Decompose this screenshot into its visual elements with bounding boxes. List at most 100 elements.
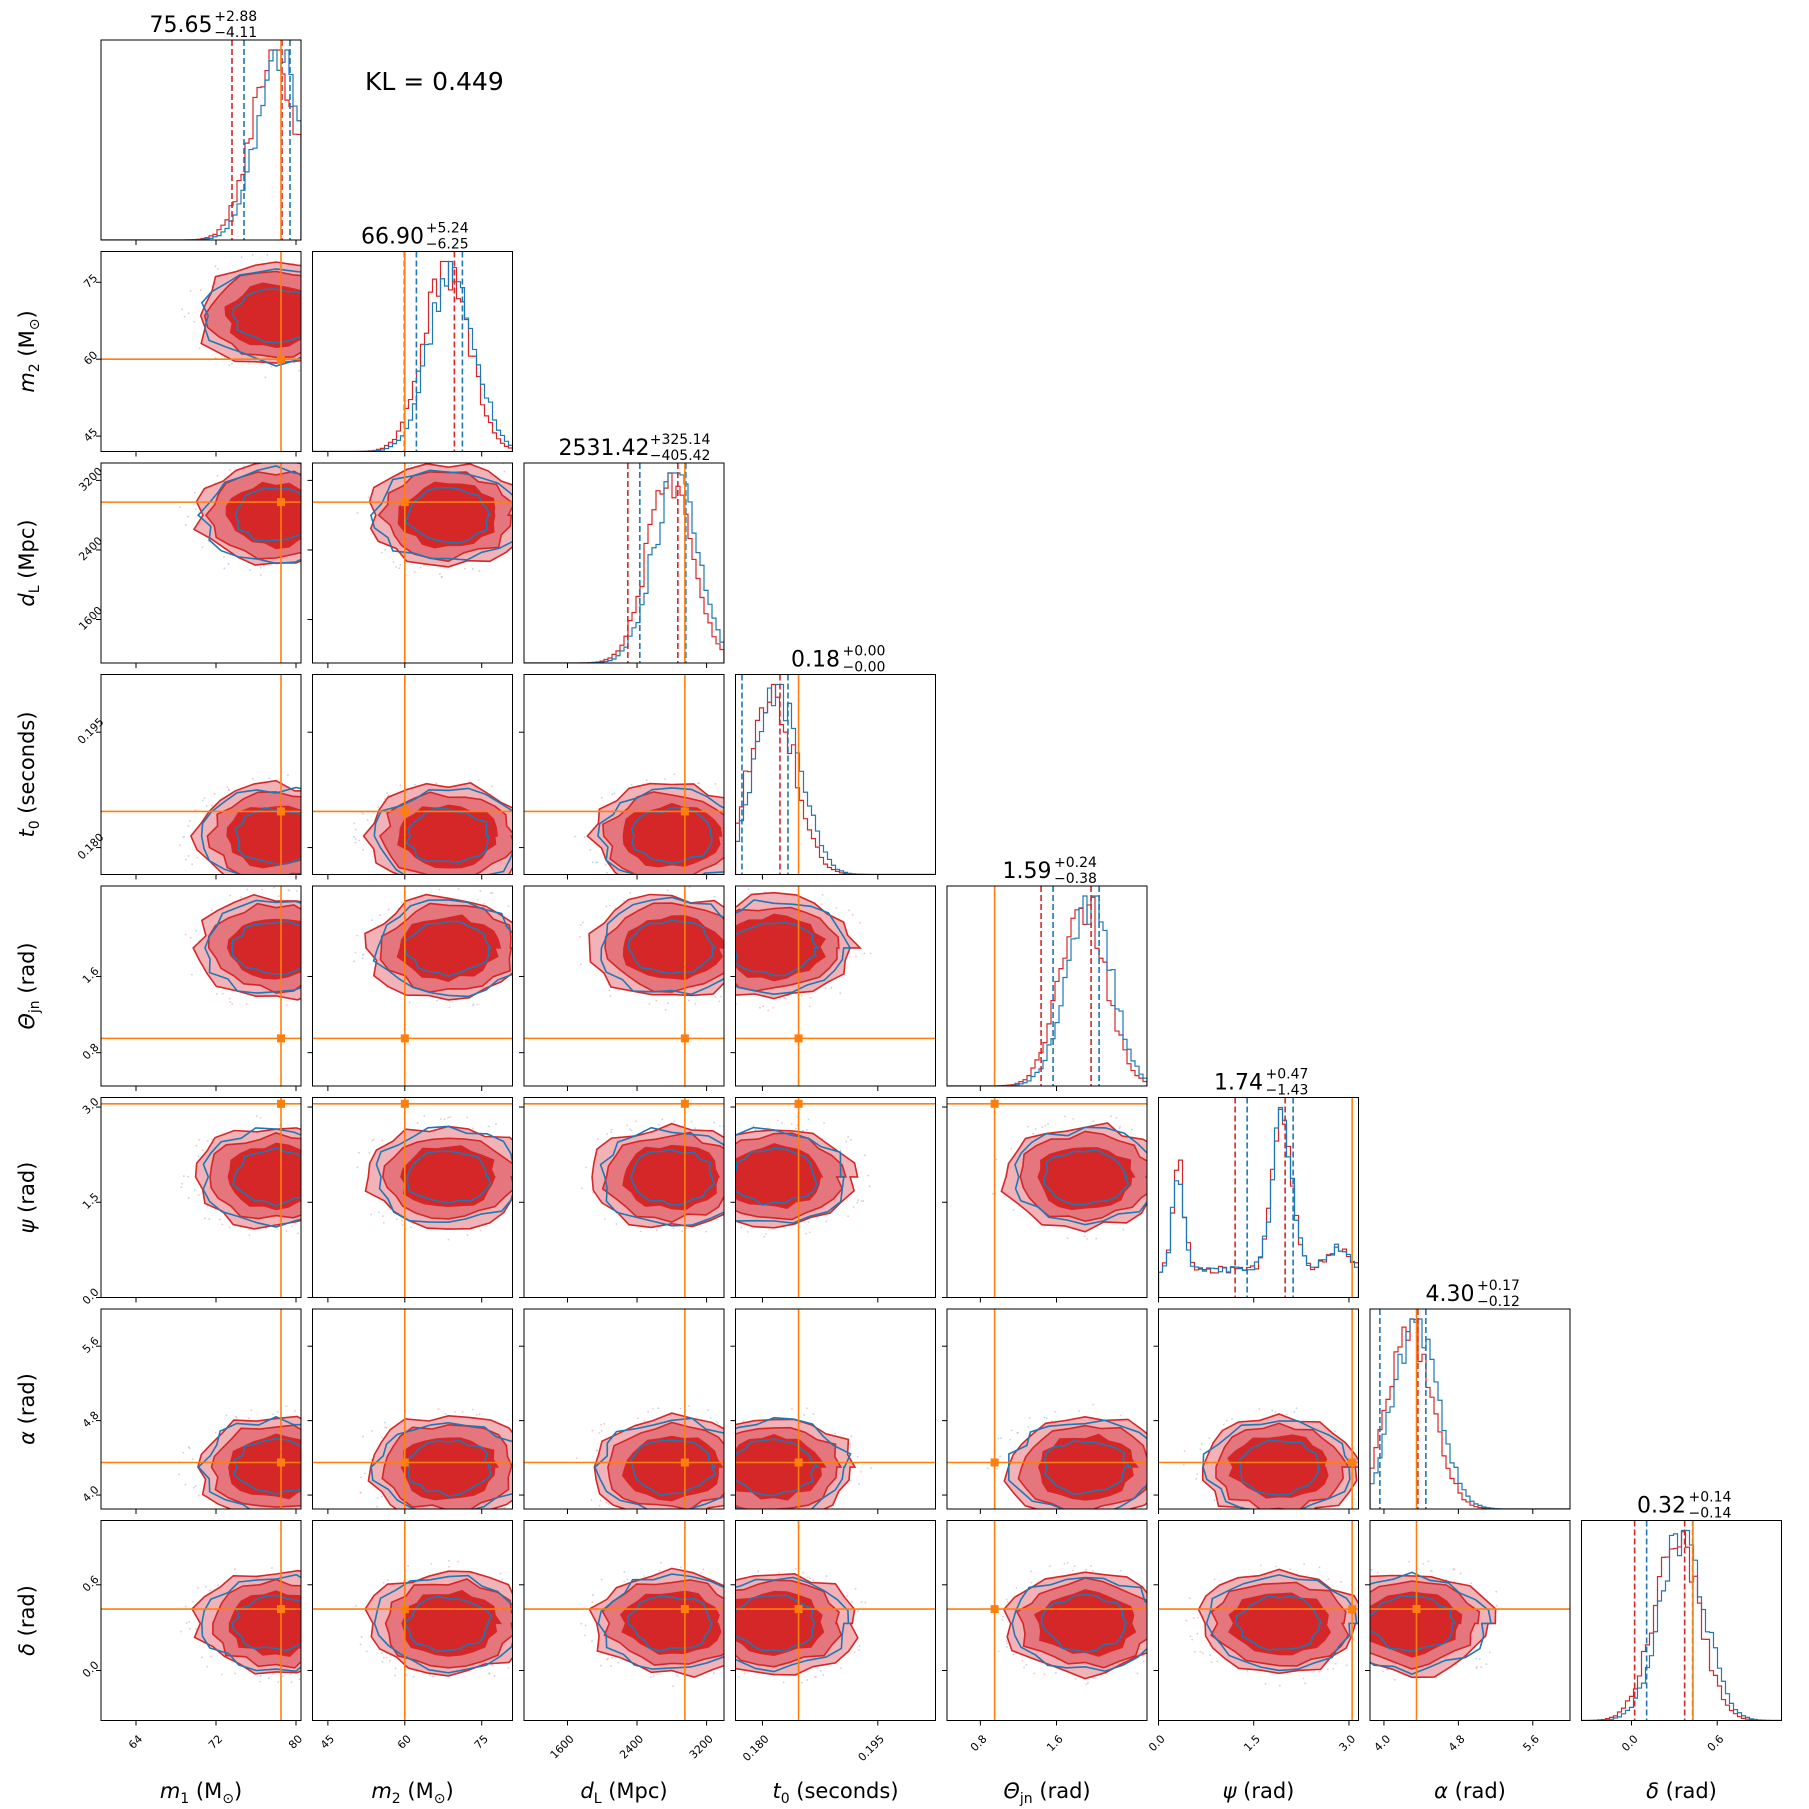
scatter-point [1332, 1667, 1335, 1670]
scatter-point [809, 1577, 811, 1580]
scatter-point [727, 1659, 729, 1661]
scatter-point [208, 1218, 211, 1220]
scatter-point [1170, 1175, 1172, 1177]
scatter-point [353, 960, 356, 963]
scatter-point [520, 858, 522, 860]
contour-inner-a [1037, 1147, 1136, 1211]
scatter-point [356, 1192, 358, 1194]
scatter-point [302, 530, 304, 532]
scatter-point [178, 1473, 180, 1476]
scatter-point [580, 1622, 583, 1625]
scatter-point [211, 1138, 214, 1140]
scatter-point [1159, 1639, 1161, 1641]
scatter-point [1183, 1449, 1186, 1452]
scatter-point [605, 1501, 608, 1504]
scatter-point [304, 520, 306, 522]
title-minus-psi: −1.43 [1266, 1083, 1309, 1099]
scatter-point [869, 952, 872, 955]
scatter-point [306, 1657, 308, 1659]
scatter-point [399, 784, 402, 787]
scatter-point [324, 840, 326, 842]
scatter-point [285, 1405, 288, 1407]
scatter-point [430, 1562, 433, 1565]
scatter-point [1252, 1512, 1254, 1514]
contour-outer-b [600, 896, 724, 996]
scatter-point [1086, 1237, 1088, 1240]
scatter-point [693, 894, 695, 896]
scatter-point [310, 270, 312, 272]
scatter-point [331, 854, 333, 856]
scatter-point [516, 926, 518, 928]
scatter-point [521, 528, 523, 530]
scatter-point [266, 254, 269, 256]
scatter-point [1148, 1197, 1150, 1199]
scatter-point [724, 928, 726, 930]
scatter-point [666, 889, 669, 892]
scatter-point [356, 851, 358, 853]
scatter-point [309, 1187, 311, 1189]
scatter-point [749, 848, 751, 850]
panel-frame [1369, 1520, 1571, 1721]
axis-label-dL: dL (Mpc) [15, 519, 43, 606]
scatter-point [313, 1447, 315, 1449]
scatter-point [1155, 1460, 1157, 1462]
title-t0: 0.18 [791, 648, 840, 673]
scatter-point [1350, 1662, 1352, 1664]
scatter-point [183, 1175, 185, 1177]
panel-frame [1158, 1097, 1359, 1298]
scatter-point [413, 570, 416, 573]
scatter-point [407, 1565, 409, 1567]
scatter-point [403, 460, 405, 462]
contour-outer-b [735, 1416, 852, 1509]
scatter-point [327, 1194, 329, 1196]
scatter-point [294, 892, 296, 894]
scatter-point [528, 1617, 530, 1619]
panel-frame [523, 1520, 725, 1721]
scatter-point [308, 963, 310, 965]
scatter-point [1376, 1571, 1379, 1574]
scatter-point [1072, 1118, 1075, 1120]
contour-inner-a [1038, 1433, 1139, 1501]
scatter-point [367, 496, 370, 499]
scatter-point [295, 890, 298, 892]
scatter-point [1170, 1163, 1172, 1165]
scatter-point [207, 540, 210, 543]
scatter-point [583, 836, 586, 839]
scatter-point [499, 1572, 502, 1575]
scatter-point [1199, 1448, 1202, 1451]
scatter-point [718, 1000, 721, 1003]
scatter-point [1093, 1677, 1096, 1680]
axis-label-m1: m1 (M⊙) [160, 1779, 242, 1807]
scatter-point [365, 849, 367, 851]
scatter-point [525, 1152, 527, 1154]
scatter-point [319, 1168, 321, 1170]
scatter-point [194, 508, 197, 511]
panel-frame [735, 1097, 936, 1298]
scatter-point [401, 1224, 404, 1227]
scatter-point [367, 306, 369, 308]
scatter-point [324, 268, 326, 270]
scatter-point [606, 871, 608, 874]
panel-frame [100, 251, 302, 452]
scatter-point [244, 1515, 246, 1517]
scatter-point [591, 1429, 594, 1432]
scatter-point [1033, 1672, 1036, 1675]
scatter-point [301, 1641, 303, 1643]
panel-frame [1369, 1308, 1571, 1510]
scatter-point [591, 861, 594, 864]
scatter-point [1002, 1615, 1004, 1618]
scatter-point [820, 903, 823, 906]
scatter-point [323, 935, 325, 937]
hist-m1-b [101, 49, 301, 240]
scatter-point [629, 891, 632, 894]
scatter-point [266, 875, 268, 877]
scatter-point [1258, 1407, 1261, 1410]
hist-delta-a [1581, 1531, 1782, 1721]
axis-label-m2: m2 (M⊙) [15, 310, 43, 392]
panel-m1-m1: 75.65 +2.88−4.11 [100, 9, 302, 245]
x-tick-label: 0.8 [968, 1733, 990, 1755]
scatter-point [321, 823, 323, 825]
scatter-point [1026, 1125, 1029, 1128]
scatter-point [687, 999, 690, 1002]
